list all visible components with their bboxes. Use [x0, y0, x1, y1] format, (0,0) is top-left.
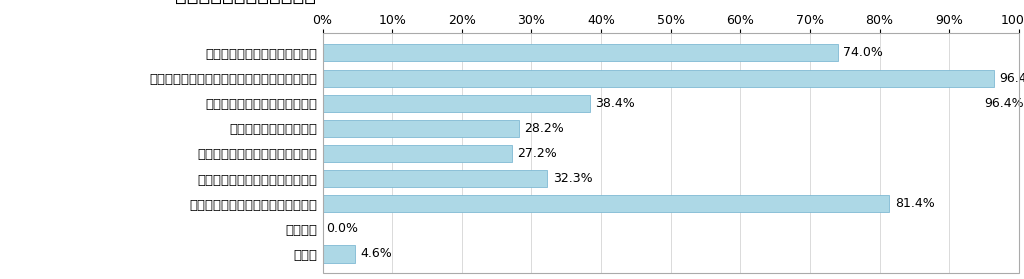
Bar	[323, 170, 548, 187]
Bar	[323, 33, 1019, 273]
Text: 0.0%: 0.0%	[326, 222, 358, 235]
Text: 74.0%: 74.0%	[844, 46, 884, 59]
Text: 28.2%: 28.2%	[524, 122, 564, 135]
Text: 27.2%: 27.2%	[517, 147, 557, 160]
Text: 96.4%: 96.4%	[999, 71, 1024, 85]
Text: 38.4%: 38.4%	[596, 97, 635, 110]
Bar	[323, 69, 994, 86]
Bar	[323, 195, 890, 212]
Bar	[323, 95, 590, 112]
Bar	[323, 120, 519, 137]
Text: 81.4%: 81.4%	[895, 197, 935, 210]
Text: ＜ウェブ面接のメリット＞: ＜ウェブ面接のメリット＞	[175, 0, 315, 5]
Bar	[323, 145, 512, 162]
Bar	[323, 44, 838, 61]
Bar	[323, 246, 354, 263]
Text: 96.4%: 96.4%	[984, 97, 1024, 110]
Text: 32.3%: 32.3%	[553, 172, 593, 185]
Text: 4.6%: 4.6%	[360, 247, 392, 261]
